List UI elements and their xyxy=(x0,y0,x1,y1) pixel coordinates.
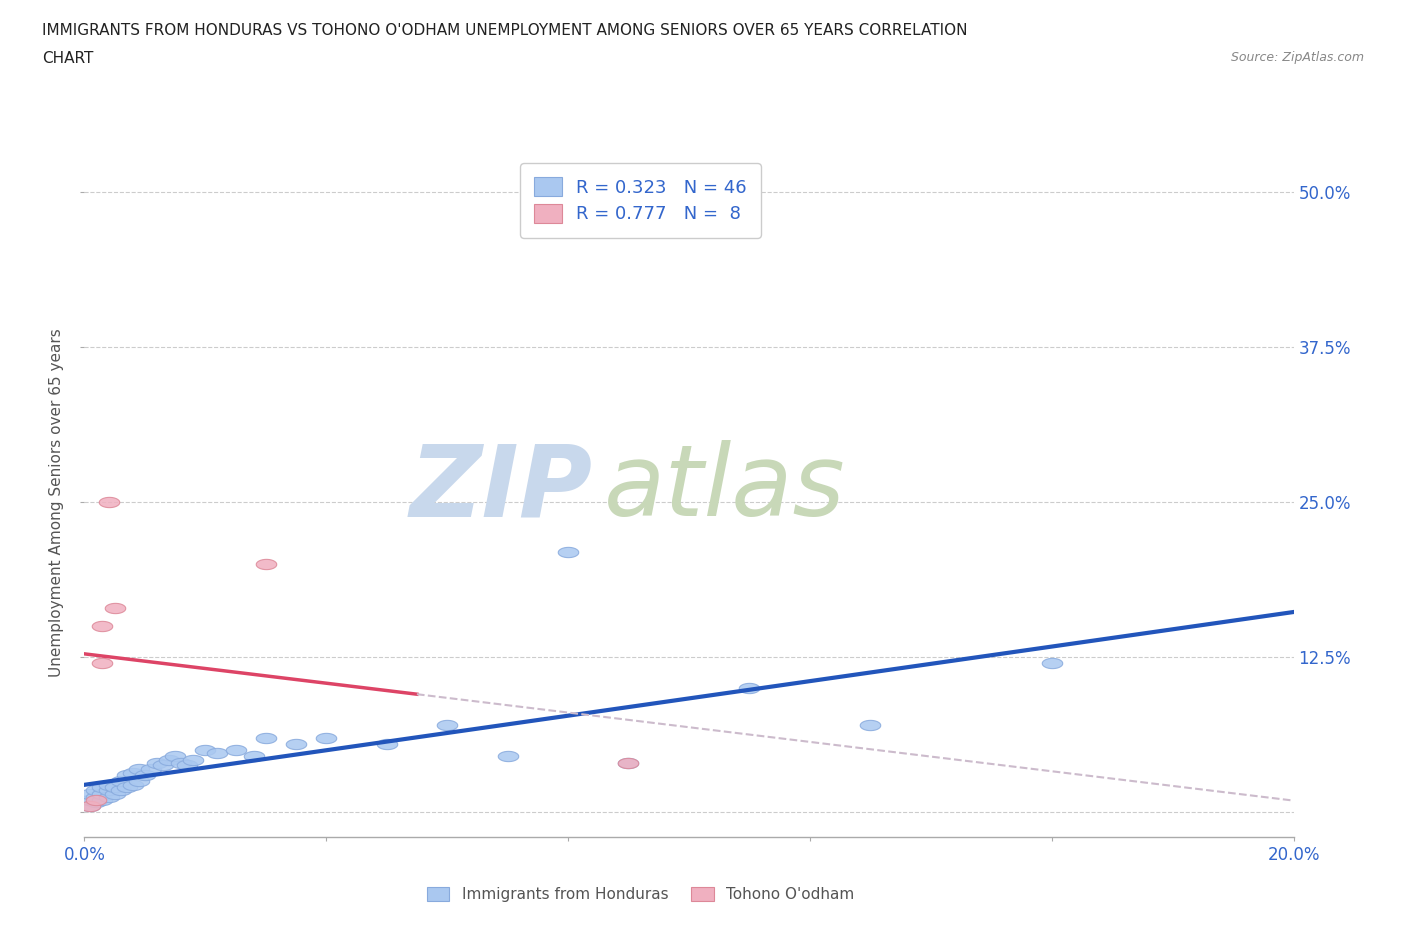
Point xyxy=(79,799,101,814)
Point xyxy=(86,795,108,810)
Point xyxy=(285,737,308,751)
Point xyxy=(91,786,114,801)
Point xyxy=(134,767,156,782)
Point xyxy=(375,737,398,751)
Point xyxy=(91,792,114,807)
Point xyxy=(79,799,101,814)
Point xyxy=(86,790,108,804)
Point xyxy=(496,749,519,764)
Point xyxy=(176,758,198,773)
Point xyxy=(254,730,277,745)
Point xyxy=(128,774,150,789)
Point xyxy=(91,780,114,795)
Point xyxy=(165,749,187,764)
Point xyxy=(79,792,101,807)
Text: atlas: atlas xyxy=(605,440,846,538)
Point xyxy=(242,749,264,764)
Point xyxy=(104,780,127,795)
Point xyxy=(207,745,229,760)
Point xyxy=(97,790,120,804)
Point xyxy=(86,792,108,807)
Point xyxy=(194,743,217,758)
Point xyxy=(315,730,337,745)
Point xyxy=(110,774,132,789)
Point xyxy=(139,762,162,777)
Point xyxy=(170,755,193,770)
Point xyxy=(110,782,132,797)
Point xyxy=(97,777,120,792)
Point xyxy=(97,782,120,797)
Point xyxy=(86,782,108,797)
Point xyxy=(104,600,127,615)
Point xyxy=(146,755,169,770)
Point xyxy=(97,495,120,510)
Legend: Immigrants from Honduras, Tohono O'odham: Immigrants from Honduras, Tohono O'odham xyxy=(419,880,862,910)
Point xyxy=(617,755,640,770)
Point xyxy=(128,762,150,777)
Point xyxy=(91,656,114,671)
Point xyxy=(152,758,174,773)
Point xyxy=(115,780,138,795)
Point xyxy=(738,681,761,696)
Point xyxy=(1040,656,1063,671)
Text: CHART: CHART xyxy=(42,51,94,66)
Point xyxy=(115,767,138,782)
Point xyxy=(91,618,114,633)
Y-axis label: Unemployment Among Seniors over 65 years: Unemployment Among Seniors over 65 years xyxy=(49,328,65,677)
Point xyxy=(104,786,127,801)
Point xyxy=(557,544,579,559)
Point xyxy=(436,718,458,733)
Point xyxy=(181,752,204,767)
Text: ZIP: ZIP xyxy=(409,440,592,538)
Point xyxy=(225,743,247,758)
Text: IMMIGRANTS FROM HONDURAS VS TOHONO O'ODHAM UNEMPLOYMENT AMONG SENIORS OVER 65 YE: IMMIGRANTS FROM HONDURAS VS TOHONO O'ODH… xyxy=(42,23,967,38)
Point xyxy=(157,752,180,767)
Text: Source: ZipAtlas.com: Source: ZipAtlas.com xyxy=(1230,51,1364,64)
Point xyxy=(121,765,143,780)
Point xyxy=(121,777,143,792)
Point xyxy=(79,786,101,801)
Point xyxy=(859,718,882,733)
Point xyxy=(617,755,640,770)
Point xyxy=(254,557,277,572)
